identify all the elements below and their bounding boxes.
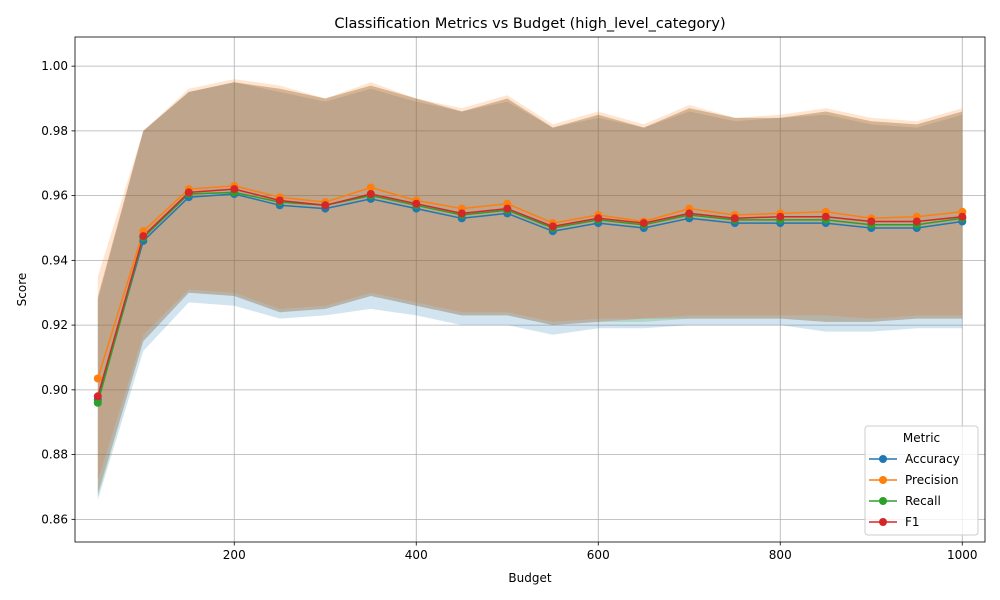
f1-point bbox=[730, 214, 739, 223]
f1-point bbox=[912, 217, 921, 226]
legend-entry-f1: F1 bbox=[869, 515, 920, 529]
recall-line bbox=[97, 191, 963, 403]
x-tick-label: 800 bbox=[769, 548, 792, 562]
legend-entry-recall: Recall bbox=[869, 494, 941, 508]
y-tick-label: 0.94 bbox=[41, 253, 68, 267]
grid bbox=[75, 37, 985, 542]
legend: Metric Accuracy Precision Recall F1 bbox=[864, 425, 979, 536]
recall-point bbox=[93, 398, 102, 407]
legend-entry-accuracy: Accuracy bbox=[869, 452, 960, 466]
series-markers bbox=[93, 181, 967, 407]
chart-title: Classification Metrics vs Budget (high_l… bbox=[334, 16, 725, 32]
x-tick-label: 200 bbox=[223, 548, 246, 562]
recall-band bbox=[97, 82, 963, 497]
y-tick-label: 1.00 bbox=[41, 59, 68, 73]
f1-point bbox=[184, 188, 193, 197]
precision-band bbox=[97, 79, 963, 481]
accuracy-line bbox=[97, 193, 963, 400]
y-tick-label: 0.86 bbox=[41, 512, 68, 526]
f1-point bbox=[821, 212, 830, 221]
legend-label-precision: Precision bbox=[905, 473, 959, 487]
f1-point bbox=[685, 209, 694, 218]
f1-point bbox=[321, 201, 330, 210]
plot-frame bbox=[74, 36, 986, 543]
f1-point bbox=[230, 185, 239, 194]
precision-point bbox=[93, 374, 102, 383]
f1-point bbox=[366, 190, 375, 198]
x-axis-label: Budget bbox=[508, 571, 551, 585]
f1-line bbox=[97, 188, 963, 397]
legend-title: Metric bbox=[903, 431, 940, 445]
f1-point bbox=[639, 219, 648, 228]
f1-point bbox=[412, 199, 421, 208]
f1-point bbox=[548, 222, 557, 231]
accuracy-band bbox=[97, 82, 963, 500]
y-axis-label: Score bbox=[15, 273, 29, 307]
y-tick-label: 0.90 bbox=[41, 383, 68, 397]
f1-point bbox=[958, 212, 967, 221]
legend-marker-recall bbox=[879, 497, 887, 505]
legend-marker-accuracy bbox=[879, 455, 887, 463]
x-tick-label: 600 bbox=[587, 548, 610, 562]
y-tick-label: 0.98 bbox=[41, 124, 68, 138]
legend-entries: Accuracy Precision Recall F1 bbox=[869, 452, 960, 529]
series-lines bbox=[97, 185, 963, 403]
f1-point bbox=[139, 232, 148, 241]
f1-point bbox=[503, 204, 512, 213]
legend-marker-precision bbox=[879, 476, 887, 484]
legend-label-accuracy: Accuracy bbox=[905, 452, 960, 466]
axis-ticks: 200 400 600 800 1000 0.86 0.88 0.90 0.92 0.94 0.96… bbox=[41, 59, 977, 562]
legend-label-f1: F1 bbox=[905, 515, 920, 529]
confidence-bands bbox=[97, 79, 963, 500]
x-tick-label: 1000 bbox=[947, 548, 978, 562]
y-tick-label: 0.92 bbox=[41, 318, 68, 332]
precision-point bbox=[366, 183, 375, 192]
f1-band bbox=[97, 82, 963, 494]
f1-point bbox=[457, 209, 466, 218]
f1-point bbox=[594, 214, 603, 223]
f1-point bbox=[275, 196, 284, 205]
f1-point bbox=[776, 212, 785, 221]
y-tick-label: 0.96 bbox=[41, 189, 68, 203]
precision-line bbox=[97, 185, 963, 379]
f1-point bbox=[867, 217, 876, 226]
x-tick-label: 400 bbox=[405, 548, 428, 562]
legend-label-recall: Recall bbox=[905, 494, 941, 508]
legend-box bbox=[864, 425, 979, 536]
legend-marker-f1 bbox=[879, 518, 887, 526]
y-tick-label: 0.88 bbox=[41, 448, 68, 462]
f1-point bbox=[93, 392, 102, 401]
legend-entry-precision: Precision bbox=[869, 473, 959, 487]
